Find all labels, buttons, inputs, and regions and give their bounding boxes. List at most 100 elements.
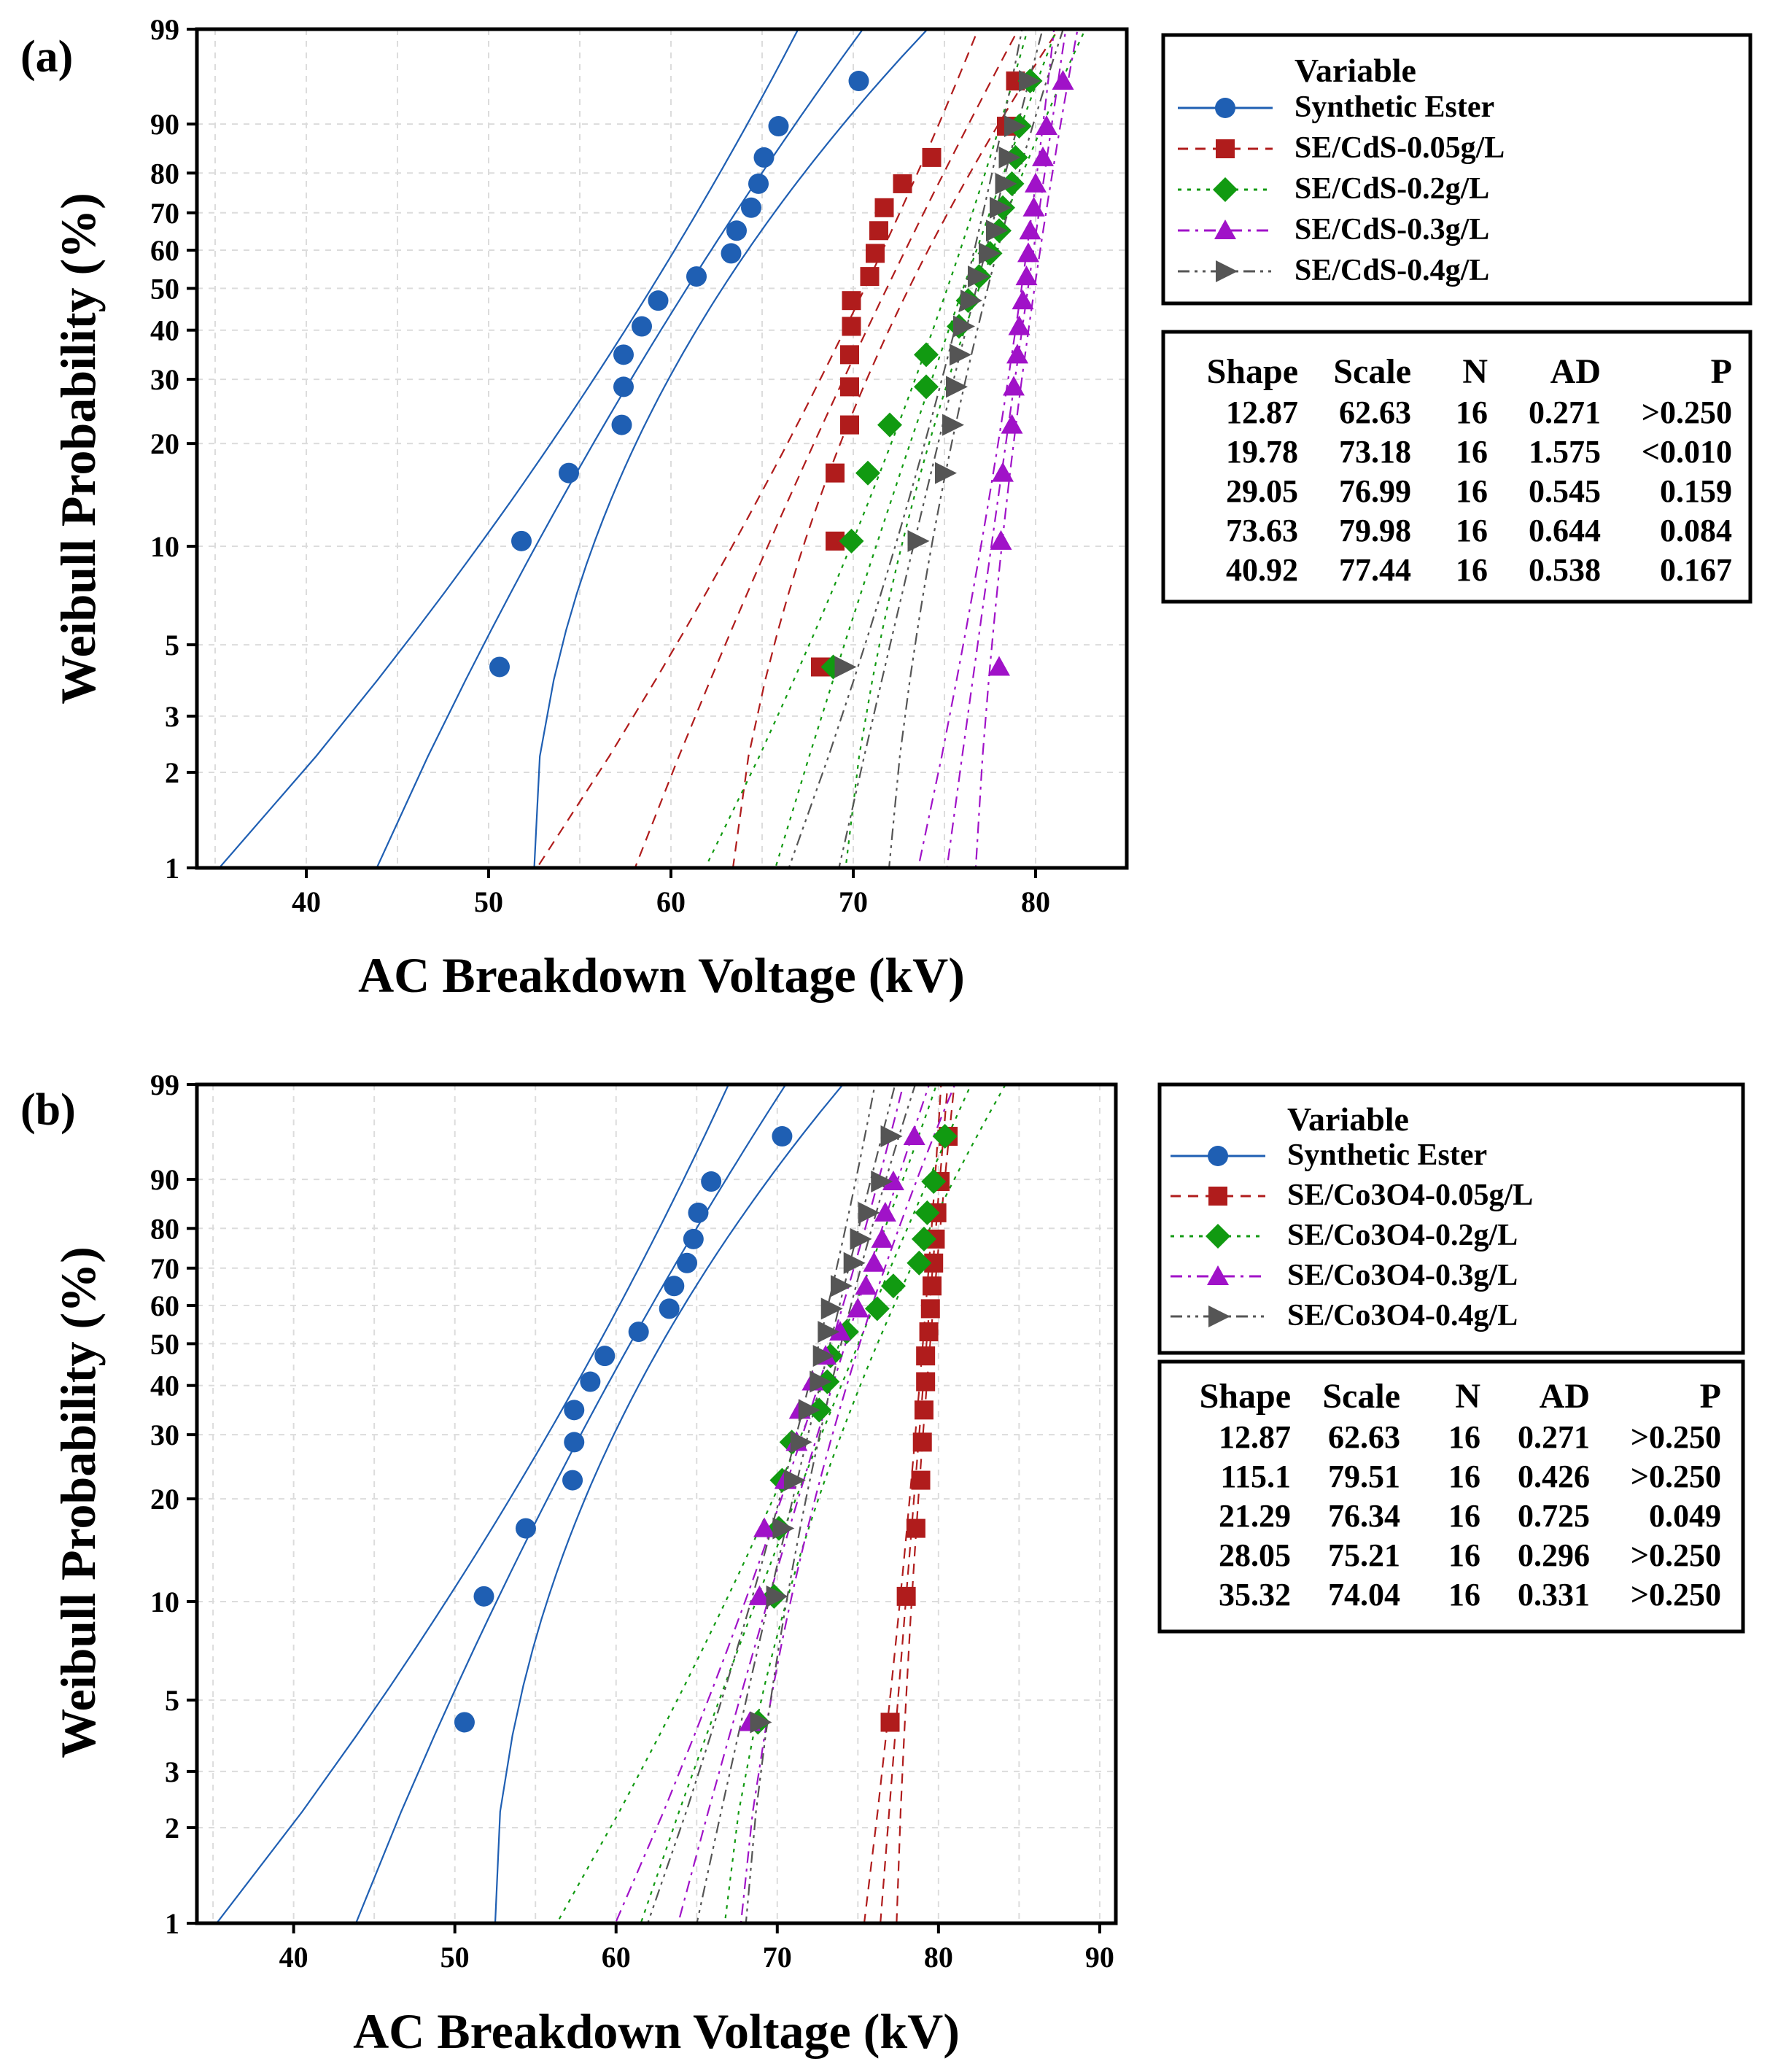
stats-cell: 16	[1448, 1419, 1480, 1455]
y-axis-title-b: Weibull Probability (%)	[50, 1246, 106, 1758]
y-tick-label: 90	[150, 108, 179, 141]
panel-b: (b) 40 50 60 70 80 90 1 2 3 5 10 20 30 40 50 60 70 80 90 99…	[20, 1068, 1745, 2059]
plot-frame-a	[195, 27, 1129, 870]
data-point	[906, 1518, 925, 1538]
data-point	[790, 1431, 812, 1454]
stats-cell: 0.545	[1529, 473, 1601, 509]
data-point	[766, 1585, 788, 1607]
data-point	[990, 529, 1012, 550]
data-point	[1052, 70, 1074, 90]
data-point	[842, 291, 861, 311]
data-point	[914, 1400, 933, 1420]
data-point	[840, 345, 859, 365]
data-point	[1008, 315, 1030, 335]
y-tick-label: 60	[150, 234, 179, 267]
data-point	[922, 147, 942, 167]
data-point	[855, 460, 880, 486]
data-point	[840, 415, 859, 435]
data-point	[473, 1586, 494, 1607]
data-point	[880, 1125, 903, 1148]
confidence-band	[535, 29, 979, 868]
x-tick-label: 70	[763, 1941, 792, 1974]
legend-entry: SE/CdS-0.4g/L	[1294, 254, 1489, 287]
y-tick-label: 90	[150, 1163, 179, 1196]
legend-swatch-marker	[1208, 1305, 1230, 1327]
data-point	[979, 242, 1001, 265]
y-tick-label: 30	[150, 1419, 179, 1451]
ticks-b: 40 50 60 70 80 90 1 2 3 5 10 20 30 40 50 60 70 80 90 99	[150, 1068, 1114, 1974]
data-point	[907, 1250, 932, 1276]
data-point	[831, 1275, 853, 1297]
x-tick-label: 60	[602, 1941, 631, 1974]
y-tick-label: 5	[165, 629, 179, 661]
y-tick-label: 80	[150, 157, 179, 190]
legend-swatch-marker	[1214, 220, 1236, 239]
data-point	[998, 146, 1021, 168]
data-point	[580, 1371, 601, 1392]
stats-cell: 0.167	[1660, 552, 1732, 588]
data-point	[893, 174, 912, 193]
markers-a	[489, 69, 1074, 680]
data-point	[1036, 115, 1057, 136]
stats-cell: 62.63	[1339, 395, 1411, 430]
data-point	[986, 220, 1008, 242]
stats-cell: 16	[1456, 395, 1488, 430]
data-point	[874, 198, 894, 217]
data-point	[950, 344, 971, 366]
data-point	[871, 1171, 893, 1193]
y-tick-label: 99	[150, 1068, 179, 1101]
legend-frame-a	[1161, 33, 1752, 306]
stats-header: Scale	[1322, 1377, 1400, 1416]
y-tick-label: 70	[150, 197, 179, 230]
stats-cell: 62.63	[1328, 1419, 1400, 1455]
stats-cell: >0.250	[1631, 1419, 1721, 1455]
legend-entry: SE/Co3O4-0.05g/L	[1287, 1179, 1533, 1212]
data-point	[914, 374, 939, 400]
data-point	[750, 1711, 772, 1734]
stats-cell: 0.084	[1660, 513, 1732, 548]
plot-frame-b	[195, 1082, 1118, 1925]
x-tick-label: 80	[1021, 885, 1050, 918]
data-point	[968, 265, 990, 288]
data-point	[988, 656, 1010, 676]
data-point	[919, 1322, 939, 1342]
data-point	[454, 1712, 475, 1733]
data-point	[1032, 146, 1054, 166]
data-point	[611, 414, 632, 435]
data-point	[953, 315, 975, 338]
y-tick-label: 10	[150, 530, 179, 563]
data-point	[701, 1171, 722, 1192]
data-point	[932, 1124, 958, 1149]
data-point	[855, 1275, 877, 1295]
legend-b: Variable Synthetic Ester SE/Co3O4-0.05g/L…	[1157, 1082, 1745, 1355]
data-point	[741, 197, 761, 218]
legend-title-b: Variable	[1287, 1101, 1409, 1138]
stats-cell: 74.04	[1328, 1577, 1400, 1613]
legend-swatch-marker	[1216, 260, 1238, 282]
confidence-band	[745, 1084, 917, 1923]
y-tick-label: 3	[165, 1755, 179, 1788]
stats-cell: 0.426	[1518, 1459, 1590, 1494]
data-point	[920, 1299, 940, 1319]
confidence-band	[646, 1084, 876, 1923]
y-tick-label: 20	[150, 427, 179, 460]
legend-entry: SE/Co3O4-0.3g/L	[1287, 1259, 1518, 1292]
confidence-band	[845, 29, 1087, 868]
stats-cell: 0.159	[1660, 473, 1732, 509]
stats-cell: 19.78	[1226, 434, 1298, 470]
confidence-band	[218, 29, 799, 868]
fit-line	[640, 1084, 972, 1923]
data-point	[869, 221, 888, 241]
data-point	[860, 267, 880, 287]
confidence-band	[740, 1084, 956, 1923]
data-point	[864, 1296, 890, 1322]
stats-cell: 73.18	[1339, 434, 1411, 470]
stats-cell: 76.34	[1328, 1498, 1400, 1534]
data-point	[564, 1400, 585, 1421]
data-point	[829, 1321, 851, 1341]
data-point	[677, 1252, 697, 1273]
stats-header: N	[1462, 352, 1488, 391]
y-tick-label: 2	[165, 1812, 179, 1844]
data-point	[812, 1345, 835, 1367]
